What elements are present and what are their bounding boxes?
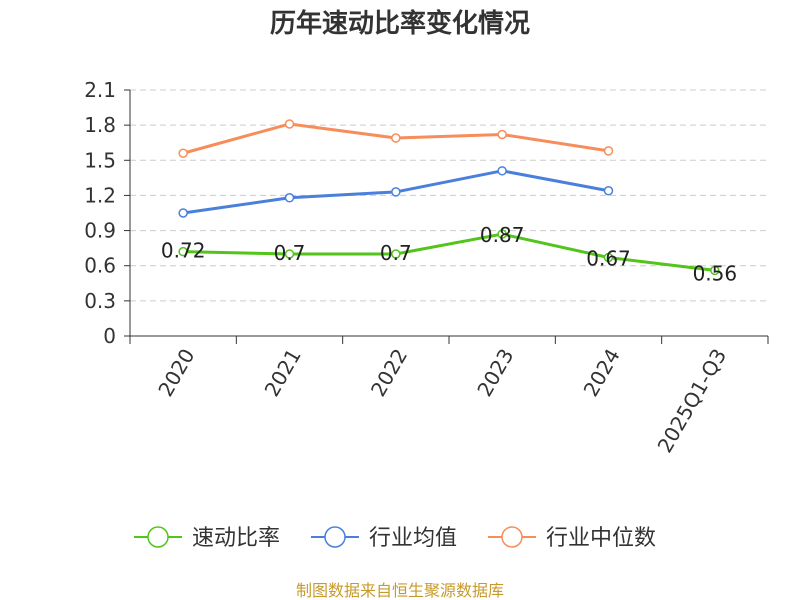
data-label: 0.7: [274, 241, 306, 265]
x-tick-label: 2025Q1-Q3: [652, 345, 731, 457]
y-tick-label: 1.2: [84, 183, 116, 207]
legend-label: 行业均值: [369, 526, 457, 551]
chart-title: 历年速动比率变化情况: [270, 8, 530, 39]
x-tick-label: 2022: [366, 345, 412, 401]
data-label: 0.67: [586, 247, 631, 271]
legend-marker: [324, 526, 346, 548]
y-tick-label: 0.9: [84, 219, 116, 243]
data-label: 0.56: [693, 261, 738, 285]
x-tick-label: 2024: [579, 345, 625, 401]
data-label: 0.87: [480, 223, 525, 247]
data-point: [497, 166, 507, 176]
y-tick-label: 1.8: [84, 113, 116, 137]
data-point: [710, 265, 720, 276]
data-point: [391, 249, 401, 259]
series-line-0: [183, 232, 716, 272]
data-point: [178, 246, 188, 257]
data-point: [391, 133, 401, 143]
y-tick-label: 1.5: [84, 148, 116, 172]
x-tick-label: 2021: [260, 345, 306, 401]
y-tick-label: 0.3: [84, 289, 116, 313]
y-tick-label: 2.1: [84, 78, 116, 102]
x-tick-label: 2023: [472, 345, 518, 401]
x-tick-label: 2020: [153, 345, 199, 401]
data-point: [178, 148, 188, 159]
source-note: 制图数据来自恒生聚源数据库: [296, 581, 504, 600]
data-point: [603, 252, 614, 263]
data-label: 0.72: [161, 239, 206, 263]
y-tick-label: 0: [103, 324, 116, 348]
data-point: [284, 193, 295, 203]
data-point: [284, 249, 295, 259]
data-point: [603, 185, 614, 196]
legend-marker: [501, 526, 523, 548]
data-point: [497, 229, 507, 239]
data-point: [497, 129, 507, 140]
y-tick-label: 0.6: [84, 254, 116, 278]
legend-marker: [147, 526, 169, 548]
data-point: [178, 208, 188, 218]
data-label: 0.7: [380, 241, 412, 265]
data-point: [284, 119, 295, 129]
data-point: [603, 146, 614, 156]
legend-label: 速动比率: [192, 526, 280, 551]
data-point: [391, 187, 401, 197]
legend-label: 行业中位数: [546, 526, 656, 551]
